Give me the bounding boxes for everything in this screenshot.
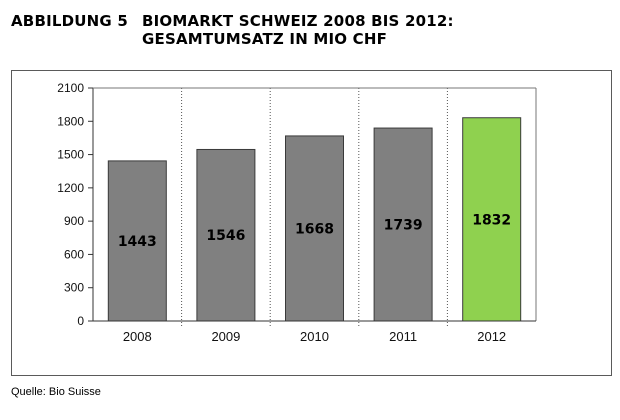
y-tick-label: 600 bbox=[64, 247, 84, 261]
y-tick-label: 0 bbox=[77, 314, 84, 328]
y-tick-label: 900 bbox=[64, 214, 84, 228]
x-tick-label-2010: 2010 bbox=[300, 329, 329, 344]
bar-2008 bbox=[107, 160, 167, 322]
x-tick-label-2012: 2012 bbox=[477, 329, 506, 344]
x-tick-label-2009: 2009 bbox=[211, 329, 240, 344]
data-label-2012: 1832 bbox=[472, 212, 511, 228]
figure-label: ABBILDUNG 5 bbox=[11, 12, 128, 30]
y-tick-label: 1500 bbox=[57, 148, 84, 162]
y-tick-label: 2100 bbox=[57, 81, 84, 95]
data-label-2009: 1546 bbox=[206, 228, 245, 244]
data-label-2011: 1739 bbox=[384, 218, 423, 234]
figure-title-line-1: BIOMARKT SCHWEIZ 2008 BIS 2012: bbox=[142, 12, 454, 30]
figure-header: ABBILDUNG 5 BIOMARKT SCHWEIZ 2008 BIS 20… bbox=[11, 12, 454, 48]
y-tick-label: 1200 bbox=[57, 181, 84, 195]
y-tick-label: 1800 bbox=[57, 114, 84, 128]
y-tick-label: 300 bbox=[64, 281, 84, 295]
data-label-2010: 1668 bbox=[295, 221, 334, 237]
data-label-2008: 1443 bbox=[118, 234, 157, 250]
bar-2012 bbox=[462, 117, 522, 322]
x-tick-label-2011: 2011 bbox=[389, 329, 417, 344]
bar-2010 bbox=[285, 135, 344, 322]
source-note: Quelle: Bio Suisse bbox=[11, 386, 101, 398]
figure-title-line-2: GESAMTUMSATZ IN MIO CHF bbox=[142, 30, 388, 48]
figure-title: BIOMARKT SCHWEIZ 2008 BIS 2012: GESAMTUM… bbox=[142, 12, 454, 48]
x-tick-label-2008: 2008 bbox=[123, 329, 152, 344]
